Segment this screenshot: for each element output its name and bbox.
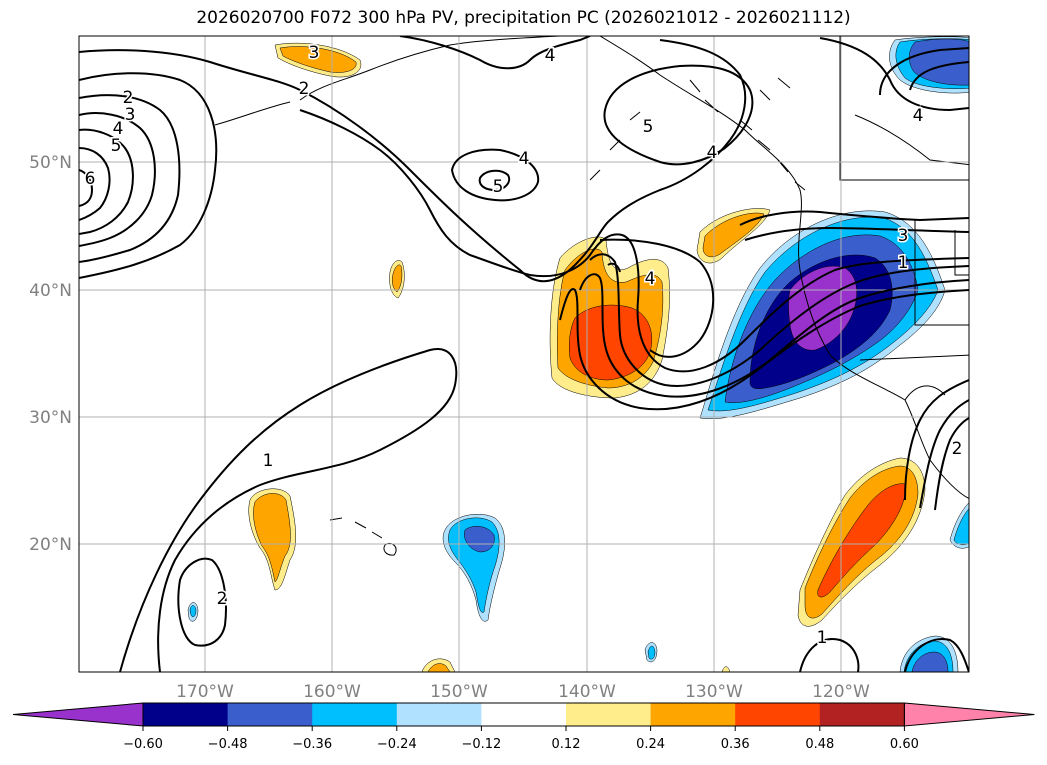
pv-label-1-south: 1 — [817, 628, 828, 648]
colorbar-segment — [566, 703, 652, 726]
colorbar-tick-label: −0.60 — [123, 737, 163, 752]
colorbar-tick-label: 0.60 — [890, 737, 919, 752]
pv-label-6-nw: 6 — [85, 169, 96, 189]
pv-label-4-north: 4 — [545, 46, 556, 66]
lon-label-130w: 130°W — [685, 682, 743, 702]
pv-label-1-subtropical: 1 — [263, 451, 274, 471]
colorbar-segment — [143, 703, 229, 726]
colorbar-tick-label: −0.12 — [461, 737, 501, 752]
lon-label-120w: 120°W — [812, 682, 870, 702]
lon-label-160w: 160°W — [303, 682, 361, 702]
map-title: 2026020700 F072 300 hPa PV, precipitatio… — [196, 8, 851, 28]
pv-label-4-nw: 4 — [113, 119, 124, 139]
lon-label-140w: 140°W — [558, 682, 616, 702]
colorbar-tick-label: 0.48 — [805, 737, 834, 752]
latitude-labels: 50°N 40°N 30°N 20°N — [29, 153, 72, 555]
pv-label-3-nw: 3 — [125, 105, 136, 125]
graticule — [79, 36, 969, 672]
colorbar-segment — [481, 703, 567, 726]
pv-contours — [79, 36, 969, 672]
lat-label-30n: 30°N — [29, 408, 72, 428]
pv-label-4-trough: 4 — [645, 269, 656, 289]
longitude-labels: 170°W 160°W 150°W 140°W 130°W 120°W — [176, 682, 870, 702]
colorbar: −0.60 −0.48 −0.36 −0.24 −0.12 0.12 0.24 0.36 0.4… — [12, 702, 1035, 752]
lat-label-20n: 20°N — [29, 535, 72, 555]
colorbar-segment — [396, 703, 482, 726]
colorbar-segment — [650, 703, 736, 726]
pv-label-2-south: 2 — [217, 589, 228, 609]
colorbar-segment — [312, 703, 398, 726]
colorbar-segment — [735, 703, 821, 726]
lat-label-40n: 40°N — [29, 281, 72, 301]
colorbar-tick-label: 0.12 — [552, 737, 581, 752]
pv-label-4-ne: 4 — [913, 106, 924, 126]
pv-label-4-gulf: 4 — [519, 149, 530, 169]
pv-label-3-east: 3 — [898, 226, 909, 246]
pv-label-2-aleutian: 2 — [299, 79, 310, 99]
colorbar-tick-label: 0.24 — [636, 737, 665, 752]
colorbar-extend-low — [12, 702, 144, 727]
colorbar-tick-label: −0.24 — [377, 737, 417, 752]
map-frame — [78, 35, 970, 673]
pv-label-5-nw: 5 — [111, 136, 122, 156]
pv-label-2-mexico: 2 — [952, 439, 963, 459]
pv-label-5-gulf: 5 — [493, 177, 504, 197]
lat-label-50n: 50°N — [29, 153, 72, 173]
colorbar-segment — [227, 703, 313, 726]
lon-label-150w: 150°W — [430, 682, 488, 702]
lon-label-170w: 170°W — [176, 682, 234, 702]
colorbar-tick-label: −0.48 — [208, 737, 248, 752]
colorbar-tick-label: 0.36 — [721, 737, 750, 752]
colorbar-extend-high — [903, 702, 1035, 727]
colorbar-frame — [142, 702, 905, 727]
pv-label-5-coast: 5 — [643, 117, 654, 137]
pv-label-4-coast: 4 — [707, 143, 718, 163]
pv-label-1-east: 1 — [898, 253, 909, 273]
pv-label-3-aleutian: 3 — [309, 43, 320, 63]
colorbar-tick-label: −0.36 — [292, 737, 332, 752]
colorbar-segment — [819, 703, 905, 726]
pv-label-2-nw: 2 — [123, 88, 134, 108]
